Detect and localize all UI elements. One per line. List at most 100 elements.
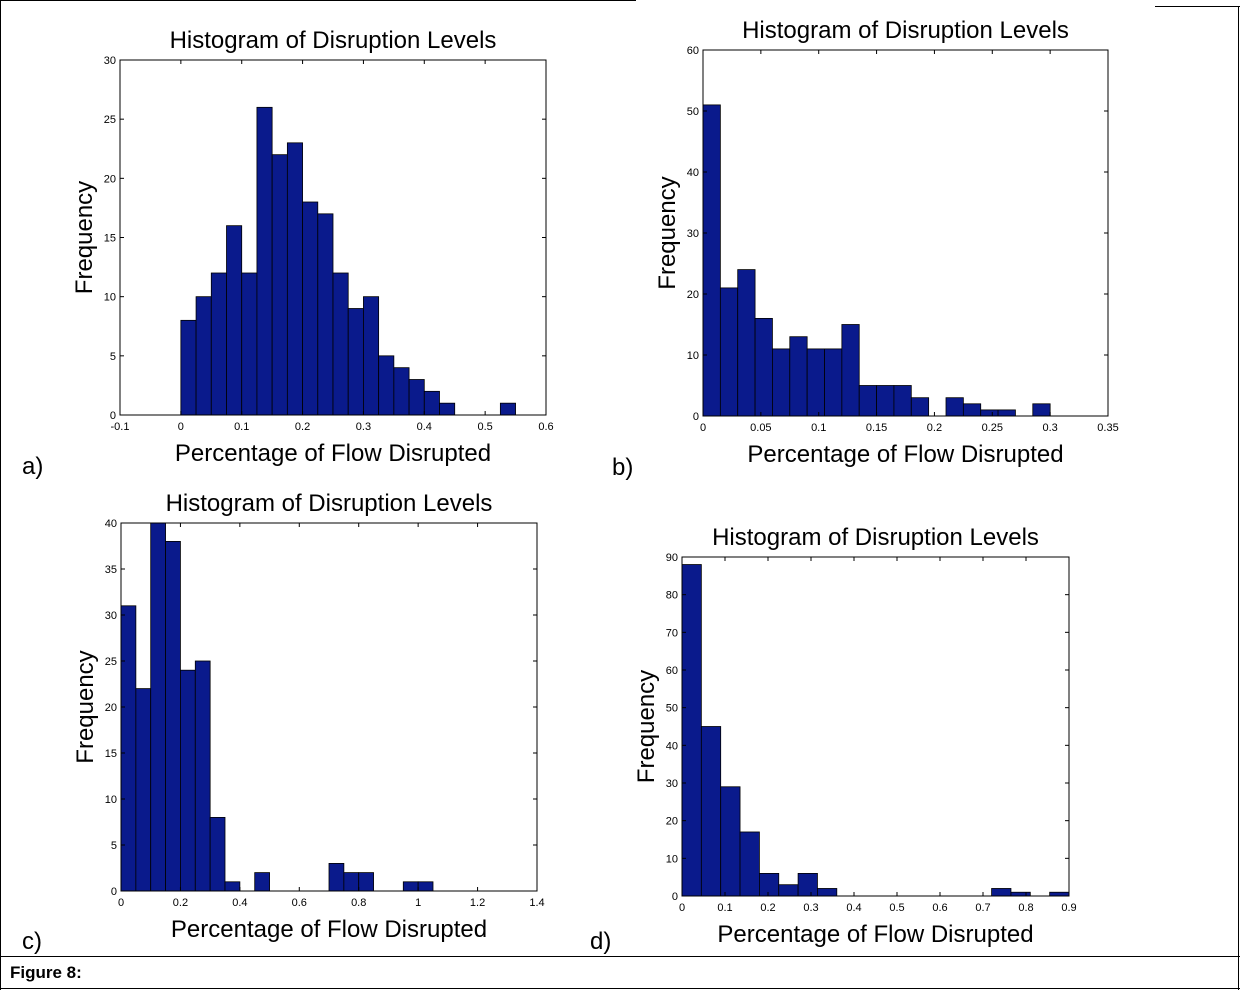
y-tick-label: 15: [105, 748, 117, 760]
x-tick-label: 0.5: [477, 421, 492, 433]
chart-title: Histogram of Disruption Levels: [166, 490, 493, 517]
x-tick-label: 0.8: [1018, 902, 1033, 914]
y-tick-label: 5: [111, 840, 117, 852]
y-axis-label: Frequency: [71, 181, 98, 294]
y-axis-label: Frequency: [633, 670, 660, 783]
x-tick-label: 0.2: [173, 897, 188, 909]
x-tick-label: 1.4: [529, 897, 544, 909]
x-tick-label: 0.3: [803, 902, 818, 914]
x-tick-label: 0.9: [1061, 902, 1076, 914]
histogram-bar: [1049, 891, 1070, 897]
frame-top-line-left: [0, 0, 636, 1]
x-tick-label: 0.3: [1042, 422, 1057, 434]
panel-letter-b: b): [612, 454, 634, 481]
x-axis-label: Percentage of Flow Disrupted: [717, 921, 1033, 948]
x-tick-label: 0.6: [932, 902, 947, 914]
y-tick-label: 20: [105, 702, 117, 714]
frame-bottom-line: [0, 988, 1240, 989]
y-tick-label: 25: [104, 114, 116, 126]
figure-caption: Figure 8:: [10, 963, 82, 982]
chart-title: Histogram of Disruption Levels: [170, 27, 497, 54]
histogram-bar: [991, 888, 1012, 897]
x-axis-label: Percentage of Flow Disrupted: [171, 916, 487, 943]
histogram-bar: [778, 884, 799, 897]
y-tick-label: 90: [666, 552, 678, 564]
x-tick-label: 0: [679, 902, 685, 914]
panel-letter-d: d): [590, 928, 612, 955]
y-tick-label: 40: [105, 518, 117, 530]
x-tick-label: -0.1: [111, 421, 130, 433]
y-tick-label: 15: [104, 233, 116, 245]
y-tick-label: 10: [105, 794, 117, 806]
histogram-bar: [739, 831, 760, 897]
y-axis-label: Frequency: [72, 650, 99, 763]
y-tick-label: 40: [666, 740, 678, 752]
y-tick-label: 0: [693, 411, 699, 423]
histogram-bar: [681, 564, 702, 897]
x-axis-label: Percentage of Flow Disrupted: [747, 441, 1063, 468]
x-tick-label: 0.5: [889, 902, 904, 914]
x-tick-label: 0.1: [234, 421, 249, 433]
frame-left-line: [0, 0, 1, 990]
x-tick-label: 0.2: [295, 421, 310, 433]
panel-letter-a: a): [22, 453, 44, 480]
y-tick-label: 50: [666, 703, 678, 715]
x-tick-label: 0.8: [351, 897, 366, 909]
x-tick-label: 0.15: [866, 422, 887, 434]
y-tick-label: 25: [105, 656, 117, 668]
histogram-bar: [759, 873, 780, 897]
axes-box: [681, 556, 1070, 897]
x-tick-label: 1.2: [470, 897, 485, 909]
chart-title: Histogram of Disruption Levels: [742, 17, 1069, 44]
y-tick-label: 30: [687, 228, 699, 240]
frame-right-line: [1238, 6, 1239, 990]
x-tick-label: 0.1: [811, 422, 826, 434]
panel-letter-c: c): [22, 928, 42, 955]
chart-title: Histogram of Disruption Levels: [712, 524, 1039, 551]
y-tick-label: 20: [104, 173, 116, 185]
y-tick-label: 60: [666, 665, 678, 677]
y-tick-label: 80: [666, 590, 678, 602]
x-tick-label: 0: [178, 421, 184, 433]
x-tick-label: 0.4: [846, 902, 861, 914]
x-tick-label: 0.4: [417, 421, 432, 433]
y-tick-label: 30: [104, 55, 116, 67]
x-tick-label: 0.1: [717, 902, 732, 914]
y-tick-label: 50: [687, 106, 699, 118]
histogram-bar: [700, 726, 722, 897]
y-tick-label: 20: [687, 289, 699, 301]
y-tick-label: 10: [687, 350, 699, 362]
x-tick-label: 0.7: [975, 902, 990, 914]
y-tick-label: 35: [105, 564, 117, 576]
histogram-bar: [720, 786, 741, 897]
caption-divider: [0, 956, 1240, 957]
y-tick-label: 20: [666, 816, 678, 828]
histogram-bar: [797, 873, 818, 897]
x-tick-label: 0.6: [292, 897, 307, 909]
x-tick-label: 1: [415, 897, 421, 909]
y-tick-label: 0: [111, 886, 117, 898]
y-tick-label: 60: [687, 45, 699, 57]
y-tick-label: 30: [666, 778, 678, 790]
y-tick-label: 10: [666, 853, 678, 865]
x-tick-label: 0.05: [750, 422, 771, 434]
y-tick-label: 10: [104, 292, 116, 304]
histogram-bar: [817, 888, 838, 897]
y-tick-label: 40: [687, 167, 699, 179]
x-tick-label: 0: [700, 422, 706, 434]
x-tick-label: 0.3: [356, 421, 371, 433]
y-tick-label: 30: [105, 610, 117, 622]
y-tick-label: 70: [666, 627, 678, 639]
x-tick-label: 0.6: [538, 421, 553, 433]
x-axis-label: Percentage of Flow Disrupted: [175, 440, 491, 467]
frame-top-line-right: [1155, 6, 1240, 7]
x-tick-label: 0.2: [760, 902, 775, 914]
x-tick-label: 0: [118, 897, 124, 909]
x-tick-label: 0.4: [232, 897, 247, 909]
x-tick-label: 0.35: [1097, 422, 1118, 434]
